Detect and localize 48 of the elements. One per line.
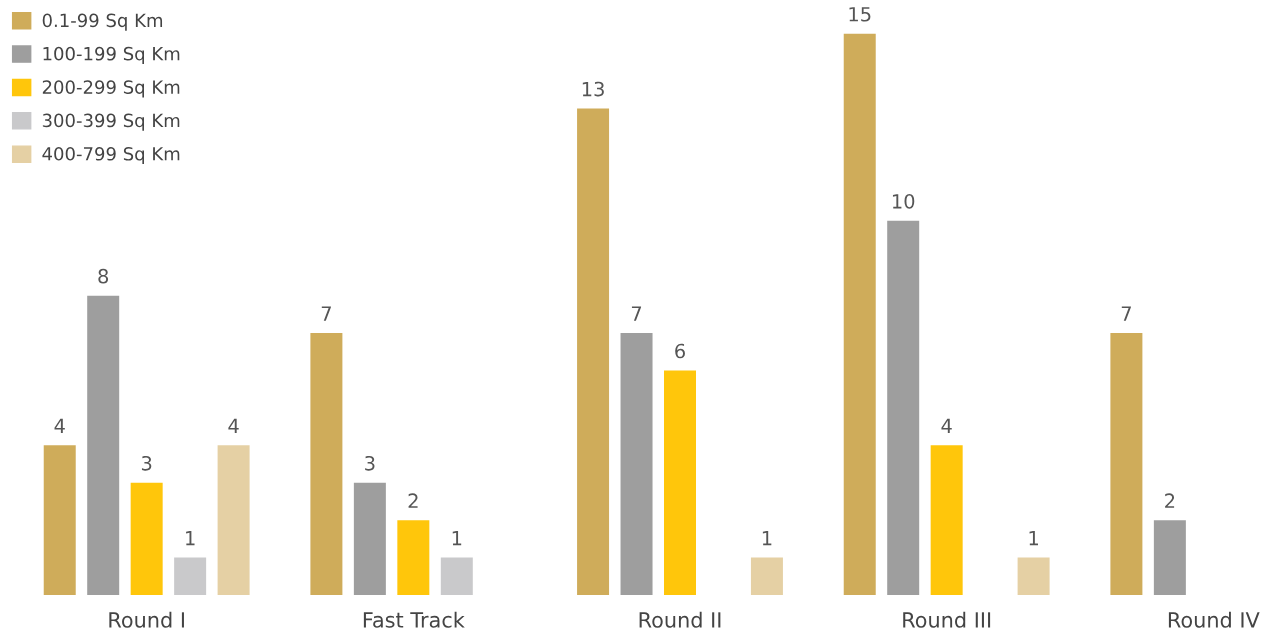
- legend-label: 400-799 Sq Km: [42, 146, 180, 165]
- legend-label: 200-299 Sq Km: [42, 80, 180, 98]
- bar: [930, 445, 963, 595]
- bar: [310, 333, 343, 595]
- data-label: 7: [1121, 306, 1131, 321]
- data-label: 13: [582, 81, 604, 97]
- bar: [43, 445, 76, 595]
- data-label: 1: [452, 531, 462, 546]
- x-tick-label: Round II: [639, 611, 721, 628]
- bar: [353, 482, 386, 595]
- data-label: 15: [849, 7, 871, 22]
- data-label: 4: [54, 418, 65, 433]
- x-tick-label: Round III: [903, 611, 991, 628]
- bar: [577, 108, 610, 595]
- bar: [397, 520, 430, 595]
- data-label: 2: [1165, 493, 1175, 508]
- bar: [1110, 333, 1143, 595]
- data-label: 1: [186, 531, 195, 546]
- legend-label: 300-399 Sq Km: [42, 113, 180, 131]
- data-label: 7: [631, 306, 642, 321]
- bar: [130, 482, 163, 595]
- data-label: 4: [941, 418, 952, 433]
- data-label: 1: [762, 531, 772, 546]
- x-tick-label: Fast Track: [363, 611, 465, 628]
- data-label: 7: [321, 306, 331, 321]
- data-label: 10: [892, 193, 915, 209]
- data-label: 2: [408, 493, 418, 508]
- bar: [887, 220, 920, 595]
- bar: [1017, 557, 1050, 595]
- bar: [440, 557, 473, 595]
- data-label: 3: [365, 455, 375, 471]
- bar: [174, 557, 207, 595]
- bar: [1153, 520, 1186, 595]
- data-label: 1: [1029, 531, 1038, 546]
- bar: [87, 295, 120, 595]
- bar: [217, 445, 250, 595]
- x-tick-label: Round IV: [1168, 611, 1260, 628]
- legend-label: 0.1-99 Sq Km: [42, 13, 163, 31]
- data-label: 4: [228, 418, 239, 433]
- bar: [750, 557, 783, 595]
- data-label: 6: [675, 343, 685, 359]
- bar: [664, 370, 696, 595]
- x-tick-label: Round I: [109, 611, 184, 628]
- bar: [620, 333, 653, 595]
- bar: [843, 33, 876, 595]
- data-label: 8: [98, 268, 109, 284]
- legend-label: 100-199 Sq Km: [43, 46, 180, 65]
- data-label: 3: [141, 455, 152, 471]
